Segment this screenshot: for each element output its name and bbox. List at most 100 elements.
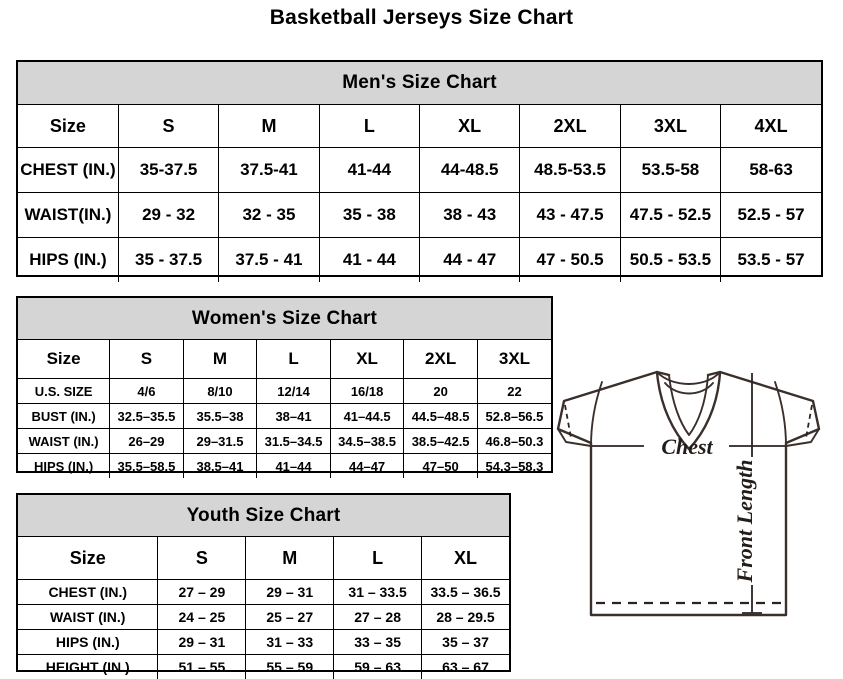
womens-bust-3xl: 52.8–56.5 (476, 403, 551, 429)
table-row: BUST (IN.) 32.5–35.5 35.5–38 38–41 41–44… (18, 403, 551, 429)
womens-ussize-m: 8/10 (182, 378, 258, 404)
mens-header-m: M (218, 104, 320, 148)
youth-header-xl: XL (421, 536, 509, 580)
womens-hips-m: 38.5–41 (182, 453, 258, 478)
youth-header-row: Size S M L XL (18, 536, 509, 580)
womens-ussize-l: 12/14 (256, 378, 331, 404)
mens-header-row: Size S M L XL 2XL 3XL 4XL (18, 104, 821, 148)
jersey-illustration: Chest Front Length (534, 345, 843, 665)
mens-waist-l: 35 - 38 (318, 192, 421, 238)
table-row: WAIST(IN.) 29 - 32 32 - 35 35 - 38 38 - … (18, 192, 821, 238)
youth-waist-xl: 28 – 29.5 (421, 604, 509, 630)
womens-waist-3xl: 46.8–50.3 (476, 428, 551, 454)
womens-hips-l: 41–44 (256, 453, 331, 478)
youth-height-s: 51 – 55 (157, 654, 247, 679)
womens-header-3xl: 3XL (476, 339, 551, 379)
table-row: HIPS (IN.) 29 – 31 31 – 33 33 – 35 35 – … (18, 629, 509, 655)
womens-waist-l: 31.5–34.5 (256, 428, 331, 454)
mens-chest-s: 35-37.5 (117, 147, 220, 193)
mens-row-label-chest: CHEST (IN.) (18, 147, 119, 193)
mens-waist-4xl: 52.5 - 57 (720, 192, 821, 238)
mens-waist-3xl: 47.5 - 52.5 (619, 192, 722, 238)
youth-size-chart-table: Youth Size Chart Size S M L XL CHEST (IN… (16, 493, 511, 679)
youth-row-label-hips: HIPS (IN.) (18, 629, 159, 655)
womens-bust-2xl: 44.5–48.5 (403, 403, 478, 429)
womens-header-xl: XL (329, 339, 405, 379)
youth-header-s: S (157, 536, 247, 580)
mens-header-l: L (318, 104, 421, 148)
shirt-body-outline (589, 444, 788, 617)
mens-waist-s: 29 - 32 (117, 192, 220, 238)
youth-height-l: 59 – 63 (333, 654, 423, 679)
youth-waist-l: 27 – 28 (333, 604, 423, 630)
youth-waist-s: 24 – 25 (157, 604, 247, 630)
mens-hips-m: 37.5 - 41 (218, 237, 320, 282)
mens-chest-2xl: 48.5-53.5 (519, 147, 621, 193)
youth-chest-l: 31 – 33.5 (333, 579, 423, 605)
youth-chest-s: 27 – 29 (157, 579, 247, 605)
womens-bust-l: 38–41 (256, 403, 331, 429)
womens-size-chart-table: Women's Size Chart Size S M L XL 2XL 3XL… (16, 296, 553, 478)
mens-hips-3xl: 50.5 - 53.5 (619, 237, 722, 282)
shirt-left-cuff-stitch (564, 404, 572, 439)
mens-size-chart-table: Men's Size Chart Size S M L XL 2XL 3XL 4… (16, 60, 823, 282)
womens-chart-band-title: Women's Size Chart (18, 298, 551, 340)
chest-label: Chest (661, 434, 713, 459)
mens-chest-l: 41-44 (318, 147, 421, 193)
shirt-left-sleeve-seam (590, 381, 603, 447)
womens-bust-s: 32.5–35.5 (109, 403, 184, 429)
womens-row-label-bust: BUST (IN.) (18, 403, 111, 429)
mens-header-s: S (117, 104, 220, 148)
womens-header-m: M (182, 339, 258, 379)
womens-row-label-hips: HIPS (IN.) (18, 453, 111, 478)
womens-waist-2xl: 38.5–42.5 (403, 428, 478, 454)
shirt-right-cuff-stitch (805, 404, 813, 439)
youth-row-label-chest: CHEST (IN.) (18, 579, 159, 605)
youth-waist-m: 25 – 27 (245, 604, 335, 630)
womens-ussize-2xl: 20 (403, 378, 478, 404)
shirt-right-shoulder (706, 370, 821, 448)
mens-hips-xl: 44 - 47 (418, 237, 521, 282)
womens-waist-m: 29–31.5 (182, 428, 258, 454)
womens-hips-2xl: 47–50 (403, 453, 478, 478)
shirt-collar-band-inner (664, 382, 714, 395)
shirt-right-sleeve-seam (774, 381, 787, 447)
shirt-vneck-inner (668, 374, 709, 436)
youth-row-label-waist: WAIST (IN.) (18, 604, 159, 630)
mens-header-3xl: 3XL (619, 104, 722, 148)
youth-height-m: 55 – 59 (245, 654, 335, 679)
page-title: Basketball Jerseys Size Chart (269, 6, 574, 29)
mens-waist-2xl: 43 - 47.5 (519, 192, 621, 238)
womens-header-2xl: 2XL (403, 339, 478, 379)
mens-chest-3xl: 53.5-58 (619, 147, 722, 193)
mens-waist-xl: 38 - 43 (418, 192, 521, 238)
mens-hips-s: 35 - 37.5 (117, 237, 220, 282)
table-row: HIPS (IN.) 35 - 37.5 37.5 - 41 41 - 44 4… (18, 237, 821, 282)
table-row: HIPS (IN.) 35.5–58.5 38.5–41 41–44 44–47… (18, 453, 551, 478)
shirt-vneck-outer (655, 370, 722, 451)
mens-chest-4xl: 58-63 (720, 147, 821, 193)
table-row: CHEST (IN.) 27 – 29 29 – 31 31 – 33.5 33… (18, 579, 509, 605)
mens-hips-2xl: 47 - 50.5 (519, 237, 621, 282)
youth-hips-xl: 35 – 37 (421, 629, 509, 655)
womens-ussize-s: 4/6 (109, 378, 184, 404)
mens-waist-m: 32 - 35 (218, 192, 320, 238)
shirt-right-cuff (785, 428, 820, 447)
youth-header-m: M (245, 536, 335, 580)
womens-bust-m: 35.5–38 (182, 403, 258, 429)
mens-hips-4xl: 53.5 - 57 (720, 237, 821, 282)
shirt-left-cuff (557, 428, 592, 447)
mens-chest-xl: 44-48.5 (418, 147, 521, 193)
table-row: WAIST (IN.) 26–29 29–31.5 31.5–34.5 34.5… (18, 428, 551, 454)
youth-height-xl: 63 – 67 (421, 654, 509, 679)
shirt-left-shoulder (556, 370, 671, 448)
mens-chart-band-title: Men's Size Chart (18, 62, 821, 105)
mens-header-xl: XL (418, 104, 521, 148)
youth-chest-m: 29 – 31 (245, 579, 335, 605)
mens-header-size: Size (18, 104, 119, 148)
womens-header-s: S (109, 339, 184, 379)
womens-header-row: Size S M L XL 2XL 3XL (18, 339, 551, 379)
mens-chest-m: 37.5-41 (218, 147, 320, 193)
mens-hips-l: 41 - 44 (318, 237, 421, 282)
youth-chest-xl: 33.5 – 36.5 (421, 579, 509, 605)
